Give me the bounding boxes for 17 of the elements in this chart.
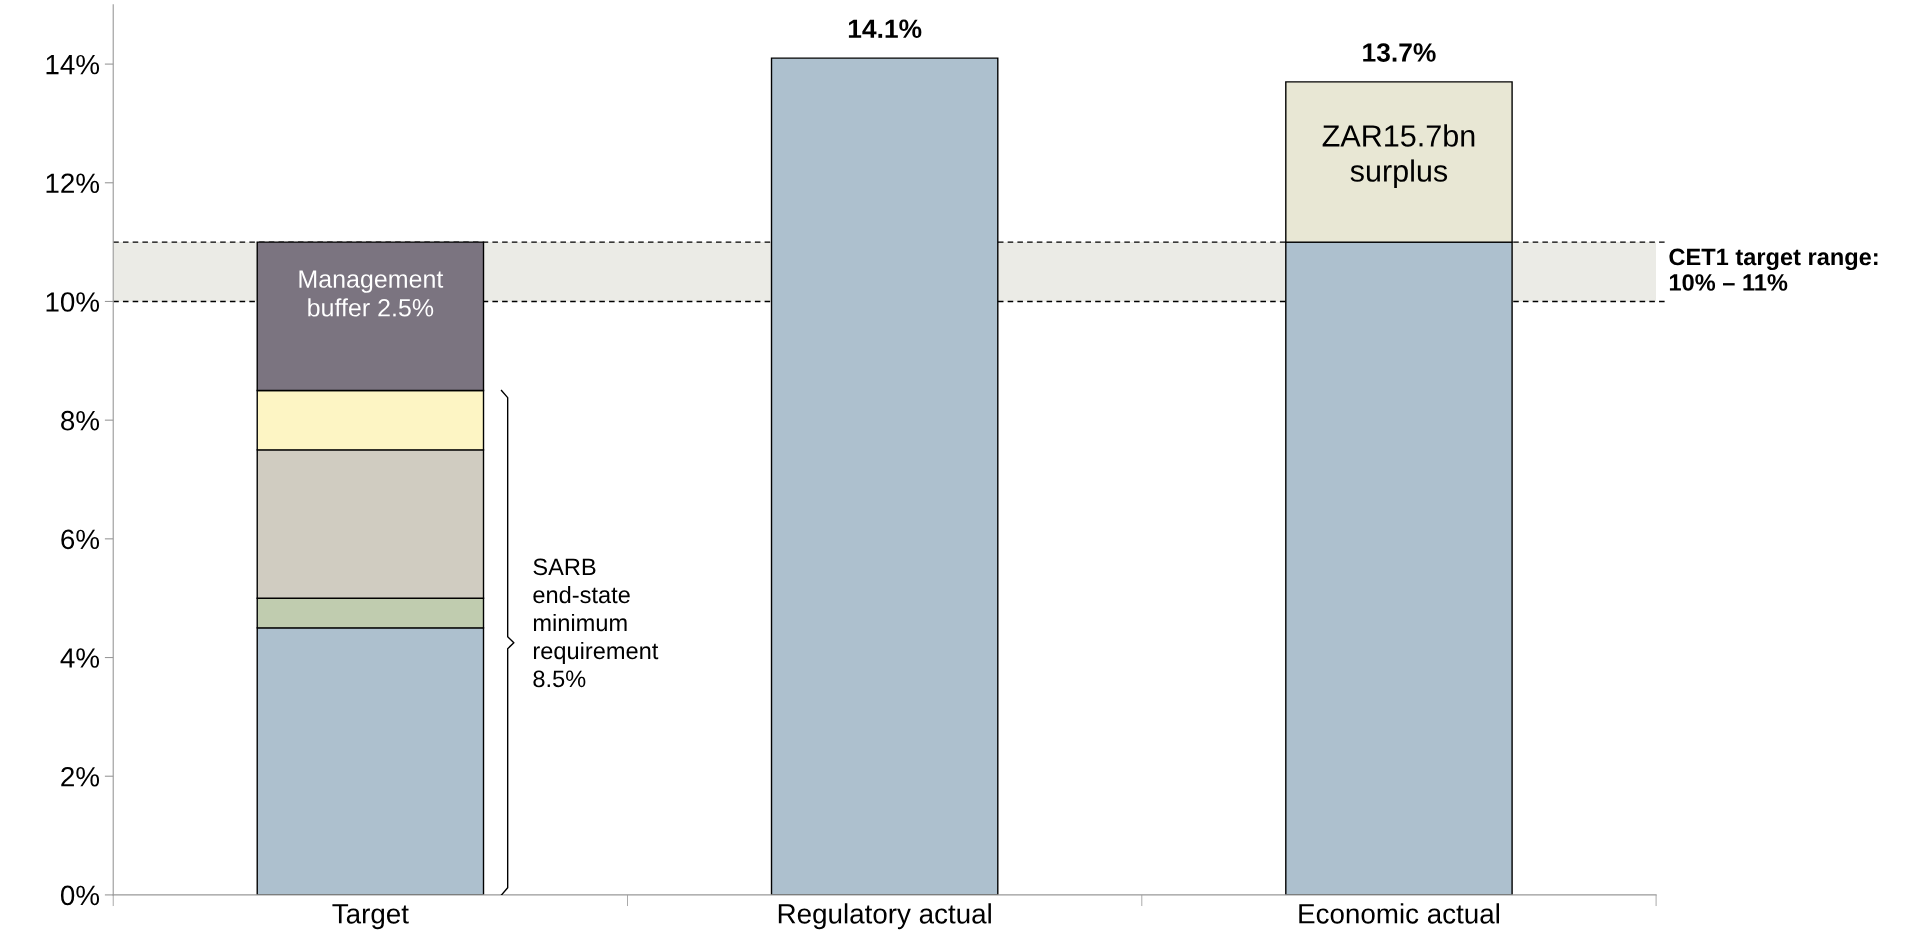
y-tick-label: 8%	[61, 410, 100, 431]
annotation: Management buffer 2.5%	[299, 270, 444, 317]
y-tick-label: 12%	[46, 173, 100, 194]
annotation: ZAR15.7bn surplus	[1322, 124, 1475, 188]
total-label: 13.7%	[1363, 43, 1436, 62]
x-tick-label: Regulatory actual	[778, 903, 991, 930]
y-tick-label: 0%	[60, 885, 100, 906]
y-tick-label: 2%	[61, 766, 100, 787]
x-tick-label: Economic actual	[1299, 903, 1499, 924]
y-tick-label: 6%	[61, 529, 100, 550]
total-label: 14.1%	[848, 19, 922, 39]
annotation: SARB end-state minimum requirement 8.5%	[533, 558, 659, 688]
y-tick-label: 14%	[46, 54, 100, 75]
y-tick-label: 10%	[46, 292, 100, 312]
x-tick-label: Target	[332, 904, 409, 930]
y-tick-label: 4%	[60, 648, 100, 668]
band-label: CET1 target range: 10% – 11%	[1669, 248, 1878, 291]
